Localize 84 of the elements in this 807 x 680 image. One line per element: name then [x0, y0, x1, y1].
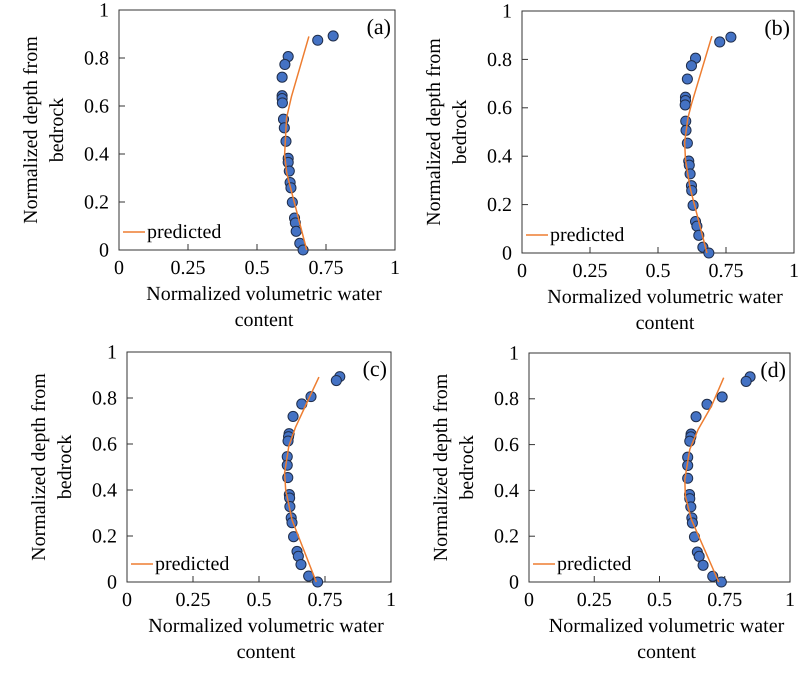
point	[295, 558, 307, 570]
annotation: (a)	[366, 14, 391, 39]
x-axis-title: Normalized volumetric water content	[547, 286, 784, 334]
y-tick-label: 0.4	[84, 143, 109, 166]
y-tick-label: 1	[509, 342, 519, 364]
legend-label: predicted	[155, 553, 230, 575]
x-tick-label: 0.25	[176, 589, 210, 612]
point	[698, 560, 709, 571]
x-tick-label: 0.75	[308, 257, 344, 280]
annotation: (d)	[760, 357, 786, 382]
point	[725, 32, 736, 43]
point	[279, 58, 290, 70]
x-axis-title: Normalized volumetric water content	[148, 615, 384, 663]
legend-label: predicted	[550, 224, 624, 246]
annotation: (b)	[764, 15, 790, 40]
point	[303, 570, 314, 582]
x-axis-title: Normalized volumetric water content	[146, 283, 382, 331]
y-tick-label: 1	[502, 0, 512, 22]
point	[716, 576, 727, 588]
point	[288, 410, 299, 422]
point	[288, 531, 300, 542]
y-tick-label: 1	[107, 341, 117, 364]
y-tick-label: 0.4	[494, 480, 519, 502]
x-tick-label: 1	[789, 260, 799, 282]
point	[682, 73, 693, 85]
point	[330, 374, 342, 386]
point	[716, 391, 728, 403]
point	[312, 576, 324, 588]
y-tick-label: 0.8	[92, 387, 117, 410]
x-tick-label: 0.25	[170, 257, 206, 280]
x-tick-label: 0.25	[572, 260, 608, 282]
legend-label: predicted	[557, 553, 632, 575]
point	[714, 36, 726, 48]
x-tick-label: 0.5	[646, 260, 670, 282]
point	[740, 376, 752, 387]
x-axis-title: Normalized volumetric water content	[548, 615, 785, 663]
point	[312, 34, 324, 46]
x-tick-label: 1	[390, 257, 400, 280]
y-tick-label: 0.4	[487, 146, 512, 168]
y-tick-label: 0	[107, 571, 117, 594]
y-tick-label: 0.6	[494, 434, 519, 456]
y-axis-title: Normalized depth from bedrock	[423, 38, 471, 226]
y-tick-label: 0.6	[487, 97, 512, 120]
x-tick-label: 0.75	[707, 589, 742, 612]
y-axis-title: Normalized depth from bedrock	[20, 36, 68, 224]
x-tick-label: 0.5	[246, 589, 272, 612]
x-tick-label: 0	[122, 589, 132, 612]
y-tick-label: 0.2	[84, 191, 109, 214]
y-tick-label: 0.2	[494, 526, 519, 548]
point	[290, 226, 302, 237]
y-axis-title: Normalized depth from bedrock	[430, 373, 478, 562]
point	[276, 72, 288, 83]
y-tick-label: 0	[509, 571, 519, 594]
y-tick-label: 0.4	[92, 479, 117, 502]
y-tick-label: 0.8	[487, 48, 512, 71]
point	[686, 60, 697, 72]
y-tick-label: 0.6	[92, 433, 117, 456]
y-tick-label: 0.2	[487, 194, 512, 216]
x-tick-label: 1	[785, 589, 795, 612]
x-tick-label: 0.5	[244, 257, 270, 280]
y-tick-label: 1	[99, 0, 109, 22]
y-tick-label: 0.8	[494, 388, 519, 410]
point	[694, 550, 705, 562]
point	[690, 411, 702, 422]
x-tick-label: 0.5	[647, 589, 672, 612]
x-tick-label: 1	[386, 589, 396, 612]
x-tick-label: 0.75	[708, 260, 744, 282]
y-tick-label: 0.8	[84, 47, 109, 70]
y-tick-label: 0.6	[84, 95, 109, 118]
y-axis-title: Normalized depth from bedrock	[28, 372, 76, 561]
legend-label: predicted	[147, 221, 222, 243]
y-tick-label: 0	[99, 239, 109, 262]
x-tick-label: 0.75	[308, 589, 342, 612]
point	[276, 97, 288, 108]
x-tick-label: 0.25	[576, 589, 612, 612]
point	[680, 99, 691, 110]
point	[298, 244, 309, 256]
point	[701, 398, 713, 410]
y-tick-label: 0.2	[92, 525, 117, 548]
x-tick-label: 0	[524, 589, 534, 612]
annotation: (c)	[362, 356, 387, 381]
point	[703, 247, 714, 259]
point	[328, 30, 339, 42]
y-tick-label: 0	[502, 242, 512, 264]
